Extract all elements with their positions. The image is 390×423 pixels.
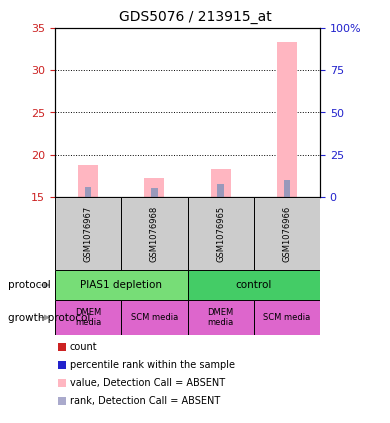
Bar <box>217 184 224 197</box>
Text: count: count <box>70 342 98 352</box>
Bar <box>211 169 230 197</box>
Text: control: control <box>236 280 272 290</box>
Bar <box>55 197 121 270</box>
Bar <box>78 165 98 197</box>
Bar <box>284 180 290 197</box>
Bar <box>254 197 320 270</box>
Text: PIAS1 depletion: PIAS1 depletion <box>80 280 162 290</box>
Text: DMEM
media: DMEM media <box>75 308 101 327</box>
Bar <box>121 300 188 335</box>
Bar <box>144 179 164 197</box>
Bar <box>254 300 320 335</box>
Text: GSM1076966: GSM1076966 <box>282 206 291 261</box>
Text: GSM1076965: GSM1076965 <box>216 206 225 261</box>
Bar <box>55 300 121 335</box>
Bar <box>55 270 188 300</box>
Bar <box>121 197 188 270</box>
Text: GDS5076 / 213915_at: GDS5076 / 213915_at <box>119 10 271 24</box>
Text: rank, Detection Call = ABSENT: rank, Detection Call = ABSENT <box>70 396 220 406</box>
Text: protocol: protocol <box>8 280 51 290</box>
Text: SCM media: SCM media <box>263 313 310 322</box>
Bar <box>277 41 297 197</box>
Bar <box>188 270 320 300</box>
Bar <box>85 187 91 197</box>
Text: percentile rank within the sample: percentile rank within the sample <box>70 360 235 370</box>
Text: GSM1076967: GSM1076967 <box>83 206 93 261</box>
Text: GSM1076968: GSM1076968 <box>150 206 159 261</box>
Text: growth protocol: growth protocol <box>8 313 90 322</box>
Bar <box>188 197 254 270</box>
Text: DMEM
media: DMEM media <box>207 308 234 327</box>
Text: value, Detection Call = ABSENT: value, Detection Call = ABSENT <box>70 378 225 388</box>
Text: SCM media: SCM media <box>131 313 178 322</box>
Bar <box>188 300 254 335</box>
Bar <box>151 188 158 197</box>
